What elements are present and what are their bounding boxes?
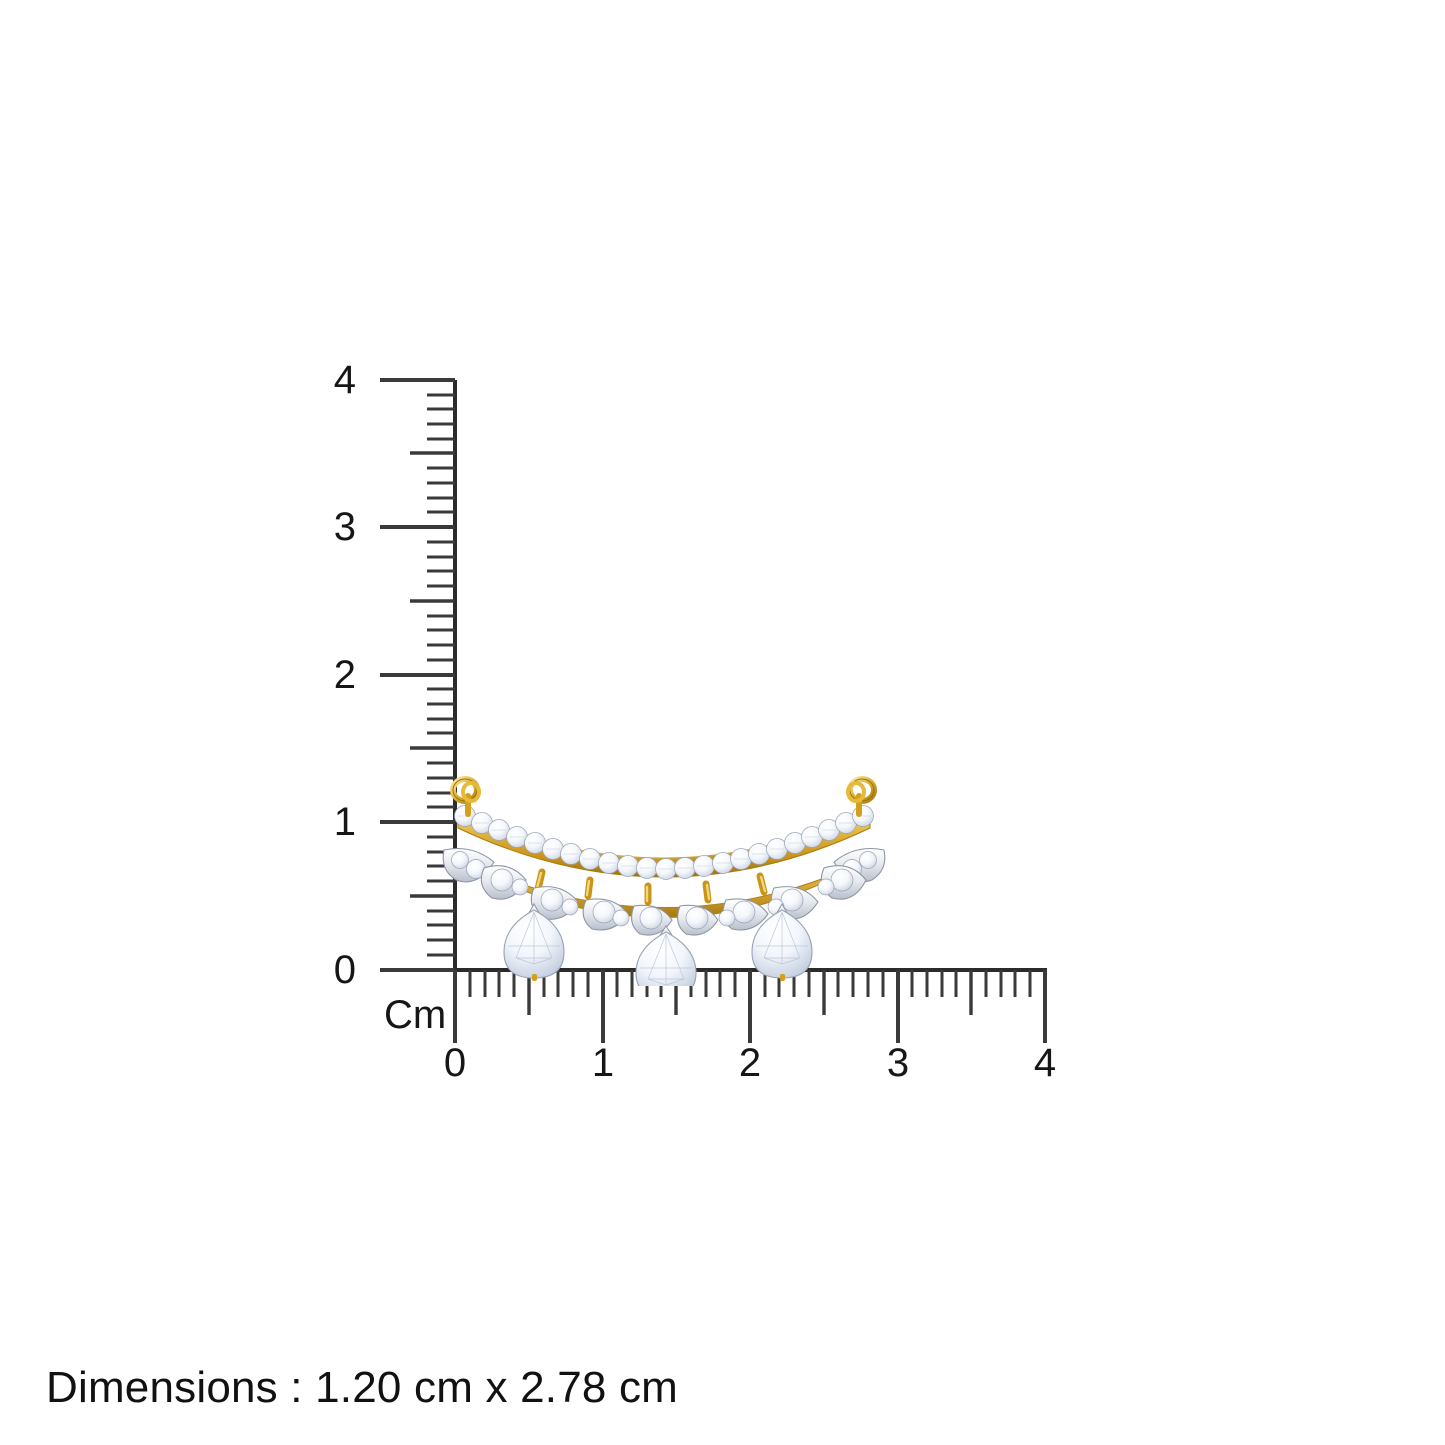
h-axis-label-2: 2 [738,1041,762,1085]
marquise-end-left [442,847,495,883]
v-axis-label-3: 3 [333,505,356,549]
pave-arc-facets [458,815,870,870]
pear-drop-left [503,902,565,979]
pave-arc-stones [454,805,874,880]
dimensions-caption: Dimensions : 1.20 cm x 2.78 cm [46,1363,679,1412]
v-axis-label-0: 0 [333,948,356,992]
connector-bar-highlights [535,871,767,903]
h-axis-label-1: 1 [591,1041,615,1085]
v-axis-label-1: 1 [333,800,356,844]
v-axis-label-4: 4 [333,358,356,402]
pear-drop-center [635,925,697,986]
h-axis-label-3: 3 [886,1041,910,1085]
v-axis-label-2: 2 [333,653,356,697]
drop-prongs [532,974,785,981]
h-axis-label-0: 0 [443,1041,467,1085]
jump-ring-left [450,776,481,817]
unit-label-cm: Cm [384,993,447,1037]
jump-ring-right [846,776,877,817]
product-image-diamond-necklace-pendant [438,776,890,986]
lower-row-stones [480,865,867,936]
h-axis-label-4: 4 [1033,1041,1057,1085]
